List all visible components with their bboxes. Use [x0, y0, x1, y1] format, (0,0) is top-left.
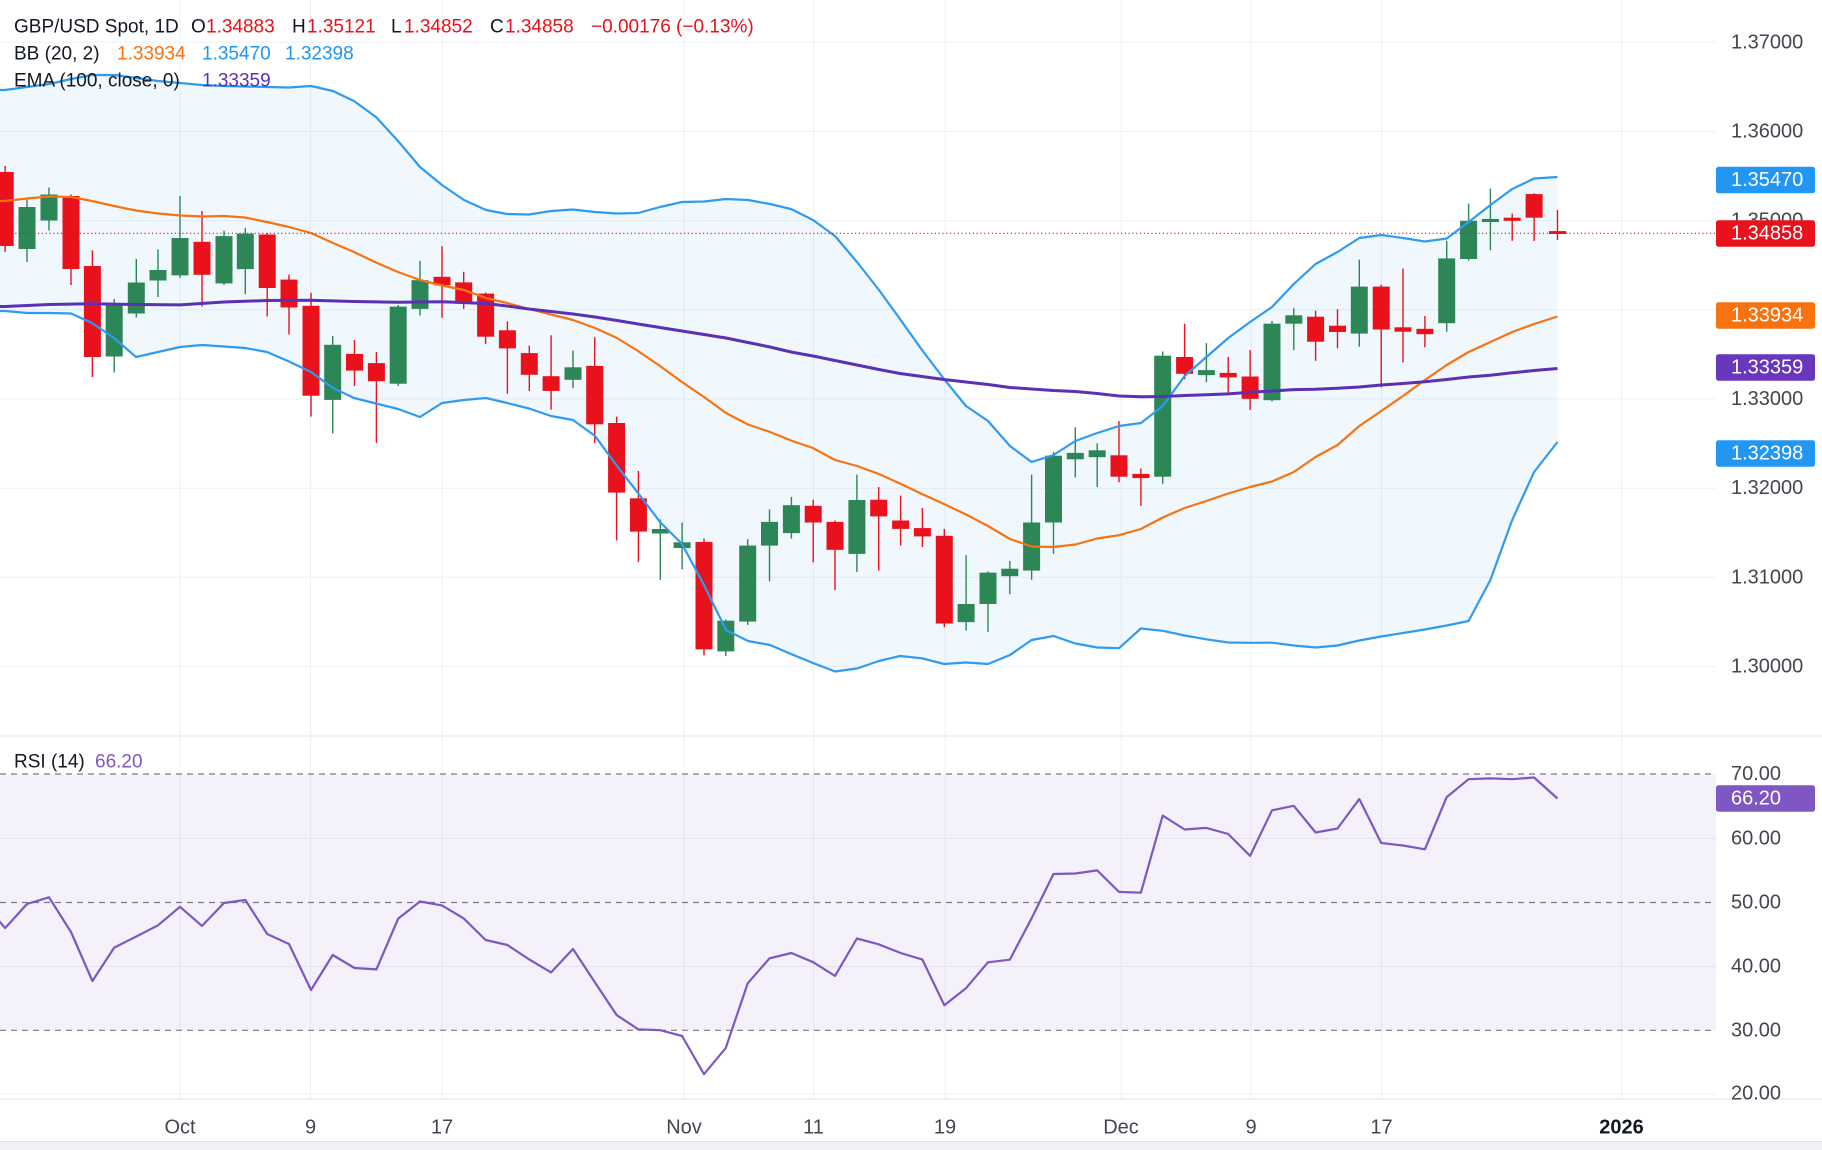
- svg-text:1.32000: 1.32000: [1731, 477, 1803, 499]
- svg-text:1.33359: 1.33359: [202, 71, 271, 92]
- svg-text:1.34858: 1.34858: [505, 17, 574, 38]
- svg-text:C: C: [490, 17, 504, 38]
- svg-text:9: 9: [1245, 1117, 1256, 1139]
- svg-text:1.35470: 1.35470: [1731, 169, 1803, 191]
- svg-text:Dec: Dec: [1103, 1117, 1139, 1139]
- svg-text:RSI (14): RSI (14): [14, 752, 85, 773]
- svg-text:2026: 2026: [1599, 1117, 1644, 1139]
- svg-text:1.33934: 1.33934: [1731, 305, 1803, 327]
- svg-text:1.33000: 1.33000: [1731, 388, 1803, 410]
- svg-text:66.20: 66.20: [1731, 788, 1781, 810]
- svg-text:1.35121: 1.35121: [307, 17, 376, 38]
- svg-text:11: 11: [803, 1117, 824, 1139]
- svg-text:Oct: Oct: [164, 1117, 196, 1139]
- svg-text:1.34858: 1.34858: [1731, 222, 1803, 244]
- svg-text:70.00: 70.00: [1731, 763, 1781, 785]
- svg-text:40.00: 40.00: [1731, 956, 1781, 978]
- svg-text:1.37000: 1.37000: [1731, 31, 1803, 53]
- svg-text:L: L: [391, 17, 402, 38]
- svg-text:1.33359: 1.33359: [1731, 357, 1803, 379]
- svg-text:20.00: 20.00: [1731, 1082, 1781, 1104]
- svg-text:1.35470: 1.35470: [202, 44, 271, 65]
- svg-text:17: 17: [1370, 1117, 1392, 1139]
- svg-text:60.00: 60.00: [1731, 827, 1781, 849]
- svg-text:9: 9: [305, 1117, 316, 1139]
- svg-text:30.00: 30.00: [1731, 1019, 1781, 1041]
- svg-text:Nov: Nov: [666, 1117, 702, 1139]
- svg-text:−0.00176 (−0.13%): −0.00176 (−0.13%): [591, 17, 754, 38]
- svg-text:1.33934: 1.33934: [117, 44, 186, 65]
- svg-text:66.20: 66.20: [95, 752, 143, 773]
- svg-text:EMA (100, close, 0): EMA (100, close, 0): [14, 71, 180, 92]
- svg-text:50.00: 50.00: [1731, 892, 1781, 914]
- svg-text:BB (20, 2): BB (20, 2): [14, 44, 100, 65]
- svg-text:1.36000: 1.36000: [1731, 121, 1803, 143]
- svg-text:O: O: [191, 17, 206, 38]
- svg-text:1.34883: 1.34883: [206, 17, 275, 38]
- svg-text:1.32398: 1.32398: [285, 44, 354, 65]
- svg-text:GBP/USD Spot, 1D: GBP/USD Spot, 1D: [14, 17, 179, 38]
- svg-text:1.30000: 1.30000: [1731, 656, 1803, 678]
- svg-text:19: 19: [934, 1117, 956, 1139]
- svg-text:H: H: [292, 17, 306, 38]
- svg-text:1.31000: 1.31000: [1731, 566, 1803, 588]
- svg-text:17: 17: [431, 1117, 453, 1139]
- svg-text:1.34852: 1.34852: [404, 17, 473, 38]
- svg-text:1.32398: 1.32398: [1731, 443, 1803, 465]
